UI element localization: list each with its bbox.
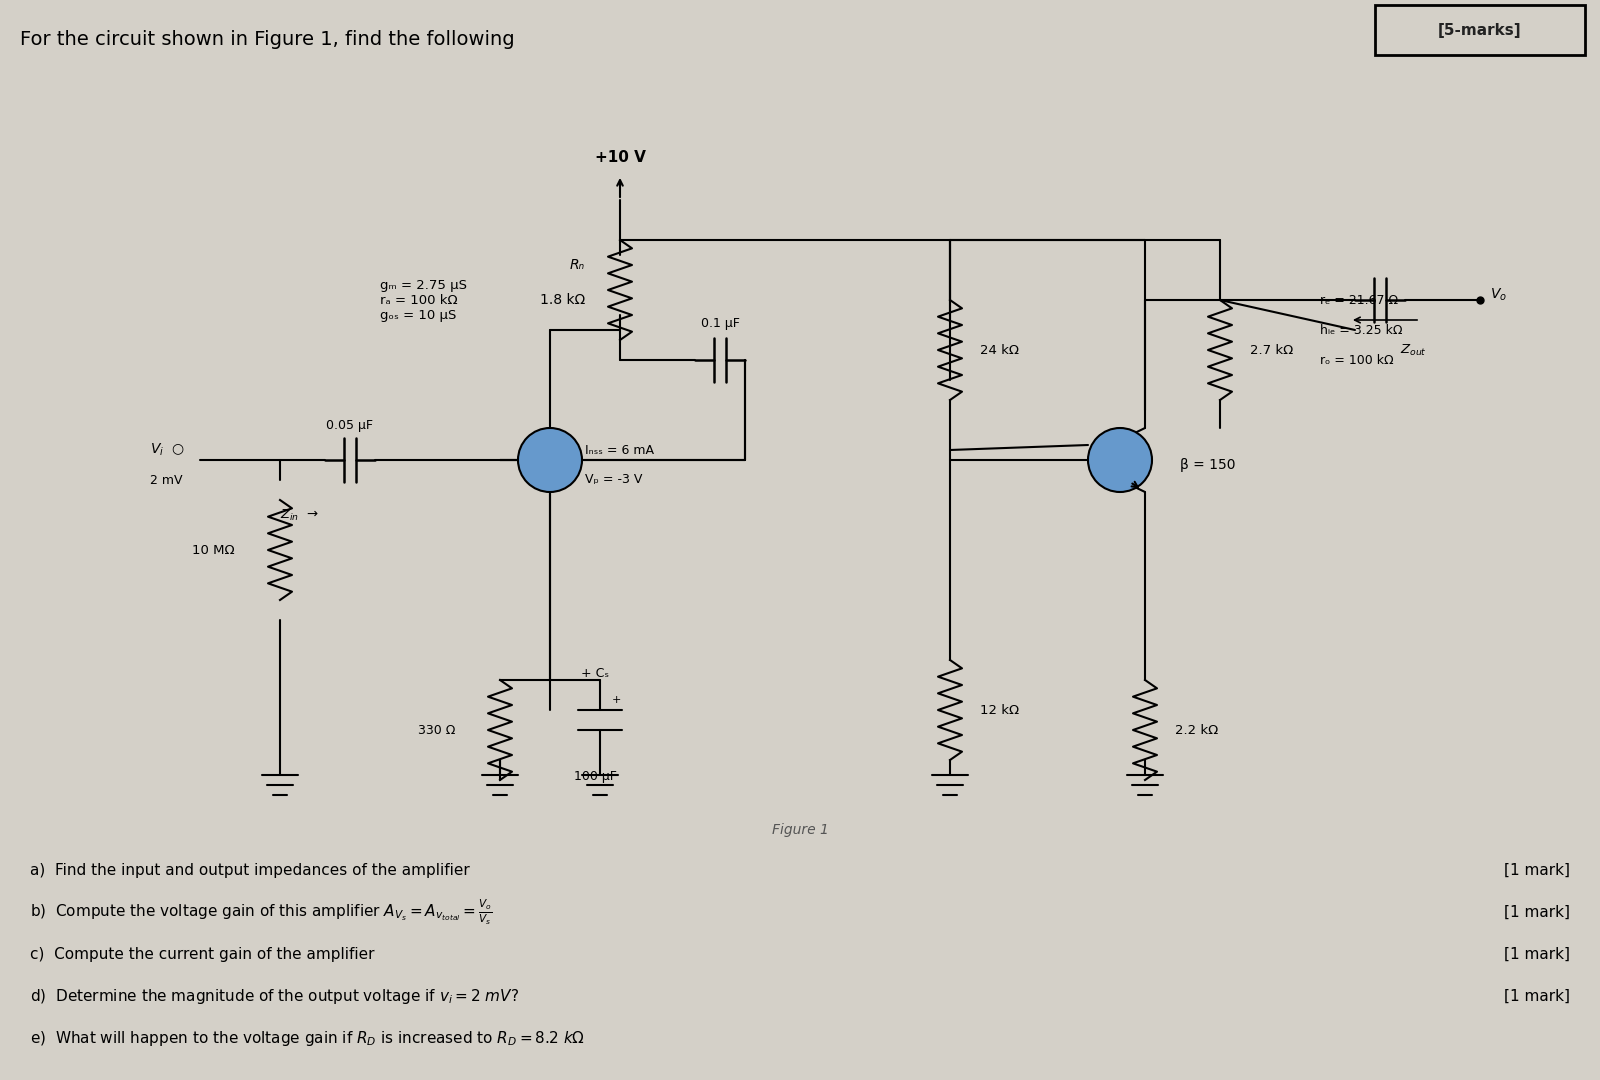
Text: c)  Compute the current gain of the amplifier: c) Compute the current gain of the ampli… xyxy=(30,946,374,961)
Text: e)  What will happen to the voltage gain if $R_D$ is increased to $R_D = 8.2\ k\: e) What will happen to the voltage gain … xyxy=(30,1028,586,1048)
Text: [5-marks]: [5-marks] xyxy=(1438,23,1522,38)
Text: 24 kΩ: 24 kΩ xyxy=(979,343,1019,356)
Text: [1 mark]: [1 mark] xyxy=(1504,863,1570,877)
Text: 2 mV: 2 mV xyxy=(150,473,182,486)
Text: Rₙ: Rₙ xyxy=(570,258,586,272)
Text: β = 150: β = 150 xyxy=(1181,458,1235,472)
Text: 2.2 kΩ: 2.2 kΩ xyxy=(1174,724,1218,737)
Text: 0.05 μF: 0.05 μF xyxy=(326,419,373,432)
Text: rₒ = 100 kΩ: rₒ = 100 kΩ xyxy=(1320,353,1394,366)
Text: + Cₛ: + Cₛ xyxy=(581,667,610,680)
Text: 0.1 μF: 0.1 μF xyxy=(701,318,739,330)
Text: Iₙₛₛ = 6 mA: Iₙₛₛ = 6 mA xyxy=(586,444,654,457)
Text: d)  Determine the magnitude of the output voltage if $v_i = 2\ mV$?: d) Determine the magnitude of the output… xyxy=(30,986,518,1005)
Text: $V_o$: $V_o$ xyxy=(1490,287,1507,303)
Text: a)  Find the input and output impedances of the amplifier: a) Find the input and output impedances … xyxy=(30,863,470,877)
Text: 10 MΩ: 10 MΩ xyxy=(192,543,235,556)
Text: 1.8 kΩ: 1.8 kΩ xyxy=(539,293,586,307)
Text: For the circuit shown in Figure 1, find the following: For the circuit shown in Figure 1, find … xyxy=(19,30,515,49)
Text: 100 μF: 100 μF xyxy=(573,770,616,783)
Text: $V_i$  ○: $V_i$ ○ xyxy=(150,442,184,458)
FancyBboxPatch shape xyxy=(1374,5,1586,55)
Text: $Z_{in}$  →: $Z_{in}$ → xyxy=(280,508,318,523)
Text: 330 Ω: 330 Ω xyxy=(418,724,454,737)
Text: rₑ = 21.67 Ω: rₑ = 21.67 Ω xyxy=(1320,294,1398,307)
Text: 2.7 kΩ: 2.7 kΩ xyxy=(1250,343,1293,356)
Text: [1 mark]: [1 mark] xyxy=(1504,946,1570,961)
Text: +10 V: +10 V xyxy=(595,150,645,165)
Text: hᵢₑ = 3.25 kΩ: hᵢₑ = 3.25 kΩ xyxy=(1320,324,1403,337)
Text: $Z_{out}$: $Z_{out}$ xyxy=(1400,342,1427,357)
Text: 12 kΩ: 12 kΩ xyxy=(979,703,1019,716)
Text: [1 mark]: [1 mark] xyxy=(1504,988,1570,1003)
Circle shape xyxy=(518,428,582,492)
Circle shape xyxy=(1088,428,1152,492)
Text: gₘ = 2.75 μS
rₐ = 100 kΩ
gₒₛ = 10 μS: gₘ = 2.75 μS rₐ = 100 kΩ gₒₛ = 10 μS xyxy=(381,279,467,322)
Text: b)  Compute the voltage gain of this amplifier $A_{V_s} = A_{v_{total}} = \frac{: b) Compute the voltage gain of this ampl… xyxy=(30,897,493,927)
Text: +: + xyxy=(611,696,621,705)
Text: [1 mark]: [1 mark] xyxy=(1504,904,1570,919)
Text: Figure 1: Figure 1 xyxy=(771,823,829,837)
Text: Vₚ = -3 V: Vₚ = -3 V xyxy=(586,473,642,486)
